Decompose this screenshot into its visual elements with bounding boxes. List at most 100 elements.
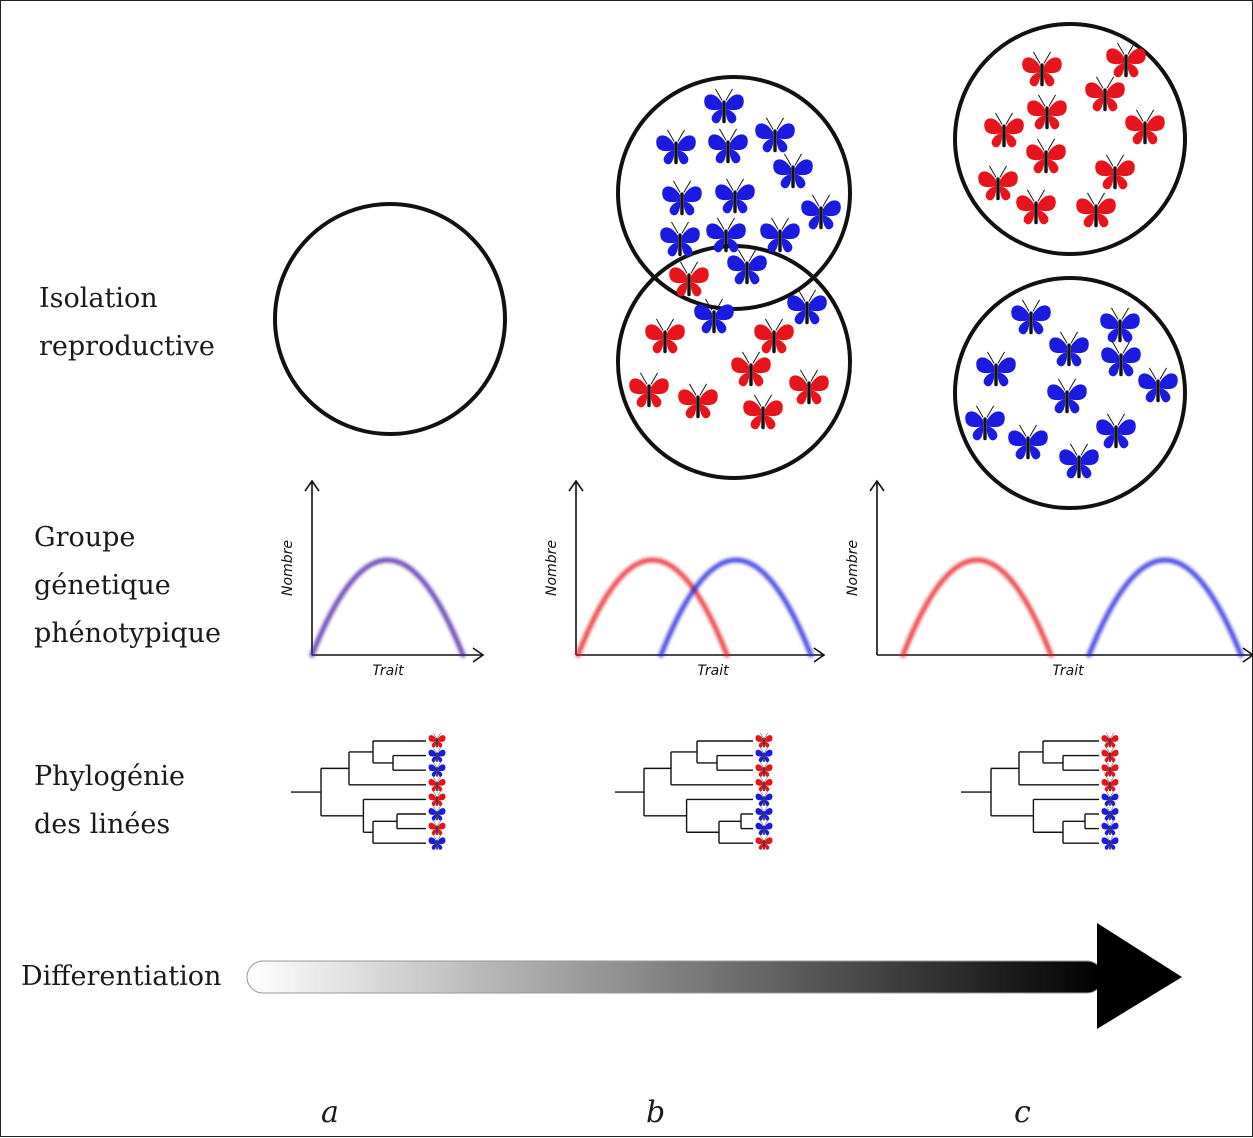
butterfly-icon bbox=[1025, 138, 1067, 174]
distribution-charts: Nombre Trait Nombre Trait Nombre Trait bbox=[280, 479, 1253, 679]
differentiation-arrow bbox=[246, 923, 1182, 1029]
butterfly-icon bbox=[644, 318, 686, 354]
butterfly-icon bbox=[378, 222, 420, 258]
butterfly-icon bbox=[1007, 424, 1049, 460]
butterfly-icon bbox=[1095, 413, 1137, 449]
column-label-a: a bbox=[321, 1095, 339, 1130]
butterfly-icon bbox=[628, 372, 670, 408]
butterfly-icon bbox=[1101, 834, 1119, 850]
butterfly-icon bbox=[983, 112, 1025, 148]
groupe-line1: Groupe bbox=[34, 522, 136, 553]
butterfly-icon bbox=[707, 128, 749, 164]
butterfly-icon bbox=[428, 761, 446, 777]
population-circle-c-upper bbox=[953, 22, 1187, 256]
butterfly-icon bbox=[772, 153, 814, 189]
butterfly-icon bbox=[1101, 791, 1119, 807]
butterfly-icon bbox=[661, 180, 703, 216]
butterfly-icon bbox=[1101, 747, 1119, 763]
butterfly-icon bbox=[428, 776, 446, 792]
butterfly-icon bbox=[977, 165, 1019, 201]
butterfly-icon bbox=[326, 334, 368, 370]
distribution-chart-b: Nombre Trait bbox=[544, 479, 826, 679]
butterfly-icon bbox=[755, 820, 773, 836]
butterfly-icon bbox=[1101, 776, 1119, 792]
butterfly-icon bbox=[428, 834, 446, 850]
arrow-shaft bbox=[246, 960, 1104, 994]
butterfly-icon bbox=[730, 351, 772, 387]
distribution-curve bbox=[658, 557, 814, 658]
butterfly-icon bbox=[1015, 189, 1057, 225]
phylogeny-c bbox=[961, 732, 1119, 850]
y-axis-arrow bbox=[304, 479, 320, 492]
phylogenie-line2: des linées bbox=[34, 809, 171, 840]
column-label-b: b bbox=[646, 1095, 666, 1130]
butterfly-icon bbox=[1101, 732, 1119, 748]
distribution-curve bbox=[900, 557, 1054, 658]
butterfly-icon bbox=[964, 405, 1006, 441]
row-label-groupe: Groupe génetique phénotypique bbox=[34, 514, 221, 658]
butterfly-icon bbox=[655, 129, 697, 165]
distribution-curve bbox=[575, 557, 730, 658]
butterfly-icon bbox=[1058, 443, 1100, 479]
butterfly-icon bbox=[402, 294, 444, 330]
butterfly-icon bbox=[742, 394, 784, 430]
butterfly-icon bbox=[1026, 94, 1068, 130]
groupe-line2: génetique bbox=[34, 570, 171, 601]
butterfly-icon bbox=[755, 834, 773, 850]
butterfly-icon bbox=[714, 178, 756, 214]
arrow-icon bbox=[1097, 923, 1182, 1029]
butterfly-icon bbox=[1021, 51, 1063, 87]
butterfly-icon bbox=[428, 805, 446, 821]
butterfly-icon bbox=[428, 732, 446, 748]
butterfly-icon bbox=[1137, 367, 1179, 403]
butterfly-icon bbox=[754, 117, 796, 153]
butterfly-icon bbox=[755, 747, 773, 763]
butterfly-icon bbox=[975, 351, 1017, 387]
row-label-phylogenie: Phylogénie des linées bbox=[34, 753, 185, 849]
butterfly-icon bbox=[1048, 331, 1090, 367]
row-label-differentiation: Differentiation bbox=[21, 953, 221, 1001]
butterfly-icon bbox=[1084, 76, 1126, 112]
butterfly-icon bbox=[1101, 820, 1119, 836]
butterfly-icon bbox=[1124, 109, 1166, 145]
butterfly-icon bbox=[726, 249, 768, 285]
distribution-curve bbox=[309, 557, 466, 658]
phylogeny-a bbox=[291, 732, 446, 850]
butterfly-icon bbox=[755, 791, 773, 807]
butterfly-icon bbox=[703, 88, 745, 124]
butterfly-icon bbox=[1099, 307, 1141, 343]
column-label-c: c bbox=[1014, 1095, 1031, 1130]
butterfly-icon bbox=[800, 194, 842, 230]
butterfly-icon bbox=[428, 791, 446, 807]
butterfly-icon bbox=[755, 776, 773, 792]
butterfly-icon bbox=[300, 258, 342, 294]
population-circle-c-lower bbox=[953, 276, 1187, 510]
population-circle-a bbox=[273, 202, 507, 436]
phylogenie-line1: Phylogénie bbox=[34, 761, 185, 792]
y-axis-arrow bbox=[869, 479, 885, 492]
butterflies-layer bbox=[287, 42, 1179, 479]
butterfly-icon bbox=[428, 820, 446, 836]
butterfly-icon bbox=[788, 369, 830, 405]
distribution-curve bbox=[1086, 557, 1244, 658]
isolation-line2: reproductive bbox=[39, 331, 215, 362]
differentiation-label: Differentiation bbox=[21, 961, 222, 992]
butterfly-icon bbox=[1101, 805, 1119, 821]
butterfly-icon bbox=[755, 805, 773, 821]
butterfly-icon bbox=[361, 253, 403, 289]
butterfly-icon bbox=[1101, 761, 1119, 777]
butterfly-icon bbox=[759, 217, 801, 253]
distribution-chart-c: Nombre Trait bbox=[845, 479, 1253, 679]
butterfly-icon bbox=[755, 761, 773, 777]
row-label-isolation: Isolation reproductive bbox=[39, 275, 215, 371]
butterfly-icon bbox=[1100, 341, 1142, 377]
butterfly-icon bbox=[348, 303, 390, 339]
butterfly-icon bbox=[755, 732, 773, 748]
butterfly-icon bbox=[677, 383, 719, 419]
population-circle-b-upper bbox=[616, 75, 852, 311]
butterfly-icon bbox=[753, 318, 795, 354]
butterfly-icon bbox=[350, 373, 392, 409]
butterfly-icon bbox=[287, 305, 329, 341]
groupe-line3: phénotypique bbox=[34, 618, 221, 649]
